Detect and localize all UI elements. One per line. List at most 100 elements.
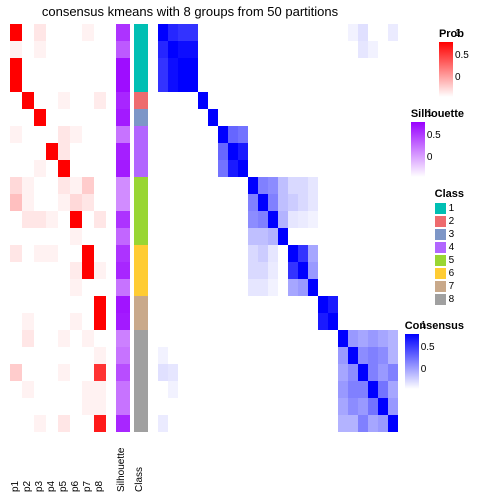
heatmap-cell xyxy=(158,279,168,296)
heatmap-cell xyxy=(248,75,258,92)
heatmap-cell xyxy=(328,245,338,262)
column-label: p8 xyxy=(94,432,106,494)
heatmap-cell xyxy=(338,347,348,364)
heatmap-cell xyxy=(248,211,258,228)
heatmap-cell xyxy=(318,177,328,194)
heatmap-cell xyxy=(278,313,288,330)
heatmap-cell xyxy=(378,262,388,279)
heatmap-cell xyxy=(70,398,82,415)
heatmap-cell xyxy=(268,245,278,262)
heatmap-cell xyxy=(46,313,58,330)
heatmap-cell xyxy=(248,194,258,211)
heatmap-cell xyxy=(278,143,288,160)
heatmap-cell xyxy=(218,347,228,364)
heatmap-cell xyxy=(208,415,218,432)
heatmap-cell xyxy=(58,415,70,432)
heatmap-cell xyxy=(158,126,168,143)
legend-class-title: Class xyxy=(435,188,464,200)
heatmap-cell xyxy=(248,279,258,296)
heatmap-cell xyxy=(258,330,268,347)
heatmap-cell xyxy=(358,177,368,194)
heatmap-cell xyxy=(22,245,34,262)
heatmap-cell xyxy=(168,126,178,143)
heatmap-cell xyxy=(178,296,188,313)
heatmap-cell xyxy=(298,160,308,177)
heatmap-cell xyxy=(338,228,348,245)
heatmap-cell xyxy=(58,160,70,177)
heatmap-cell xyxy=(358,194,368,211)
heatmap-cell xyxy=(318,160,328,177)
heatmap-cell xyxy=(348,228,358,245)
heatmap-cell xyxy=(46,177,58,194)
heatmap-cell xyxy=(228,41,238,58)
heatmap-cell xyxy=(378,296,388,313)
heatmap-cell xyxy=(70,313,82,330)
heatmap-cell xyxy=(268,279,278,296)
heatmap-cell xyxy=(134,194,148,211)
heatmap-cell xyxy=(328,177,338,194)
heatmap-cell xyxy=(338,75,348,92)
heatmap-cell xyxy=(248,109,258,126)
heatmap-cell xyxy=(328,330,338,347)
heatmap-cell xyxy=(58,92,70,109)
heatmap-cell xyxy=(46,58,58,75)
heatmap-cell xyxy=(134,92,148,109)
heatmap-cell xyxy=(388,58,398,75)
heatmap-cell xyxy=(82,313,94,330)
heatmap-cell xyxy=(168,109,178,126)
heatmap-cell xyxy=(338,24,348,41)
heatmap-cell xyxy=(116,296,130,313)
heatmap-cell xyxy=(70,41,82,58)
heatmap-cell xyxy=(308,143,318,160)
heatmap-cell xyxy=(168,415,178,432)
legend-consensus: Consensus 10.50 xyxy=(405,320,464,389)
heatmap-cell xyxy=(348,296,358,313)
heatmap-cell xyxy=(218,279,228,296)
heatmap-cell xyxy=(82,347,94,364)
heatmap-cell xyxy=(238,109,248,126)
heatmap-cell xyxy=(308,347,318,364)
heatmap-cell xyxy=(368,228,378,245)
heatmap-cell xyxy=(82,109,94,126)
heatmap-cell xyxy=(208,381,218,398)
heatmap-cell xyxy=(388,211,398,228)
heatmap-cell xyxy=(288,347,298,364)
heatmap-cell xyxy=(358,41,368,58)
heatmap-cell xyxy=(368,381,378,398)
legend-sil-ticks: 10.50 xyxy=(427,108,441,163)
heatmap-cell xyxy=(168,41,178,58)
heatmap-cell xyxy=(248,398,258,415)
heatmap-cell xyxy=(308,279,318,296)
heatmap-cell xyxy=(388,313,398,330)
heatmap-cell xyxy=(348,313,358,330)
heatmap-cell xyxy=(178,194,188,211)
heatmap-cell xyxy=(328,279,338,296)
heatmap-cell xyxy=(228,228,238,245)
heatmap-cell xyxy=(34,398,46,415)
heatmap-cell xyxy=(388,381,398,398)
heatmap-cell xyxy=(318,398,328,415)
heatmap-cell xyxy=(338,41,348,58)
heatmap-cell xyxy=(70,330,82,347)
heatmap-cell xyxy=(22,75,34,92)
heatmap-cell xyxy=(358,364,368,381)
heatmap-cell xyxy=(238,75,248,92)
heatmap-cell xyxy=(218,228,228,245)
heatmap-cell xyxy=(318,92,328,109)
column-label: p6 xyxy=(70,432,82,494)
heatmap-cell xyxy=(358,228,368,245)
heatmap-cell xyxy=(58,41,70,58)
heatmap-cell xyxy=(258,296,268,313)
heatmap-cell xyxy=(134,75,148,92)
heatmap-cell xyxy=(308,211,318,228)
heatmap-cell xyxy=(388,194,398,211)
heatmap-cell xyxy=(34,330,46,347)
heatmap-cell xyxy=(168,279,178,296)
heatmap-cell xyxy=(168,262,178,279)
heatmap-cell xyxy=(116,109,130,126)
heatmap-cell xyxy=(168,313,178,330)
heatmap-cell xyxy=(188,160,198,177)
legend-class-item: 8 xyxy=(435,293,464,306)
heatmap-cell xyxy=(378,313,388,330)
heatmap-cell xyxy=(318,364,328,381)
